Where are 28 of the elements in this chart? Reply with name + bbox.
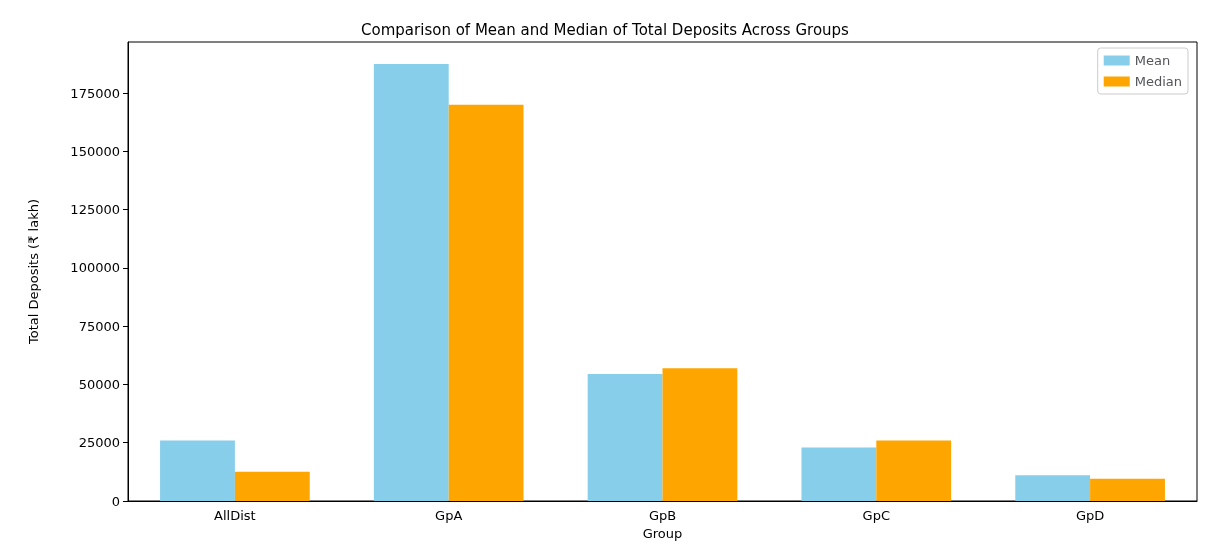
y-tick-label: 50000	[78, 376, 120, 392]
bar	[662, 368, 738, 501]
x-axis-title: Group	[642, 526, 683, 541]
y-tick-label: 125000	[70, 202, 120, 218]
bar	[373, 63, 449, 501]
bar	[160, 440, 235, 501]
x-tick-label: GpD	[1075, 508, 1105, 523]
x-tick-label: GpA	[435, 508, 463, 523]
y-tick-label: 175000	[70, 85, 120, 101]
bar	[448, 104, 524, 501]
chart-title: Comparison of Mean and Median of Total Deposits Across Groups	[361, 20, 850, 39]
x-tick-label: AllDist	[214, 508, 256, 523]
x-tick-label: GpC	[862, 508, 890, 523]
bar	[587, 373, 663, 501]
y-tick-label: 150000	[70, 143, 120, 159]
legend-label: Median	[1134, 74, 1183, 89]
bar	[801, 447, 877, 501]
bar	[876, 440, 952, 501]
y-tick-label: 75000	[78, 318, 120, 334]
y-tick-label: 0	[111, 493, 120, 509]
bar	[1015, 475, 1091, 501]
y-axis-title: Total Deposits (₹ lakh)	[26, 199, 41, 345]
y-tick-label: 25000	[78, 435, 120, 451]
x-tick-label: GpB	[648, 508, 677, 523]
bar	[1090, 478, 1165, 501]
bar	[234, 471, 310, 501]
y-tick-label: 100000	[70, 260, 120, 276]
legend-label: Mean	[1134, 53, 1171, 68]
